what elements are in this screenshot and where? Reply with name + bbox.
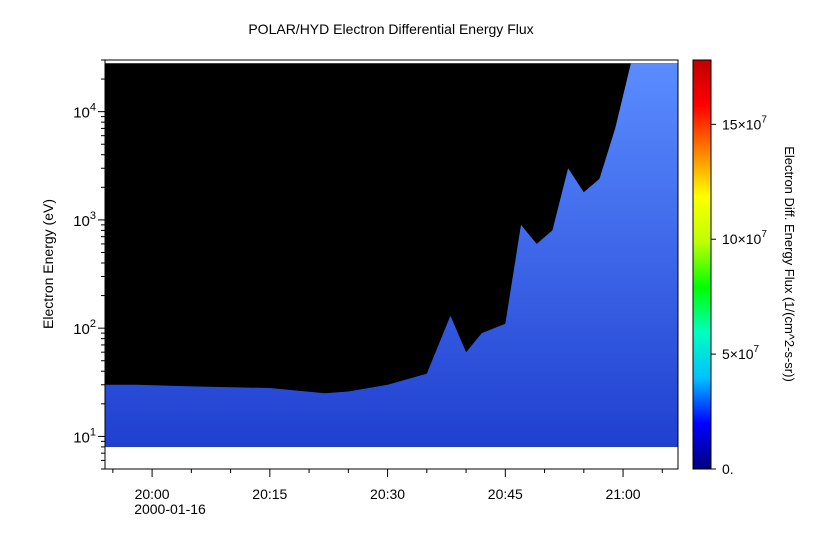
x-tick-label: 20:00: [135, 486, 170, 502]
colorbar-tick-label: 10×107: [722, 229, 767, 247]
x-tick-label: 20:30: [370, 486, 405, 502]
x-tick-label: 21:00: [606, 486, 641, 502]
y-axis: 101 102 103 104: [73, 59, 105, 470]
colorbar-scale: [692, 59, 712, 470]
chart-title: POLAR/HYD Electron Differential Energy F…: [248, 21, 533, 37]
colorbar-tick-label: 0.: [722, 461, 734, 477]
flux-area: [105, 63, 678, 447]
x-tick-label: 20:45: [488, 486, 523, 502]
colorbar-tick-label: 15×107: [722, 114, 767, 132]
colorbar: 0. 5×107 10×107 15×107 Electron Diff. Energ…: [692, 59, 797, 477]
plot-frame: [104, 59, 679, 470]
flux-region: [105, 63, 678, 447]
y-tick-label: 102: [73, 318, 96, 338]
x-tick-label: 20:15: [252, 486, 287, 502]
plot-area: [104, 59, 679, 470]
y-axis-label: Electron Energy (eV): [40, 199, 56, 329]
colorbar-ticks: 0. 5×107 10×107 15×107: [711, 114, 767, 477]
y-tick-label: 104: [73, 102, 96, 122]
x-date-label: 2000-01-16: [134, 501, 206, 517]
colorbar-tick-label: 5×107: [722, 344, 760, 362]
colorbar-label: Electron Diff. Energy Flux (1/(cm^2-s-sr…: [782, 146, 797, 382]
y-tick-label: 103: [73, 210, 96, 230]
x-axis: 20:00 20:15 20:30 20:45 21:00: [112, 469, 663, 502]
y-tick-label: 101: [73, 426, 96, 446]
